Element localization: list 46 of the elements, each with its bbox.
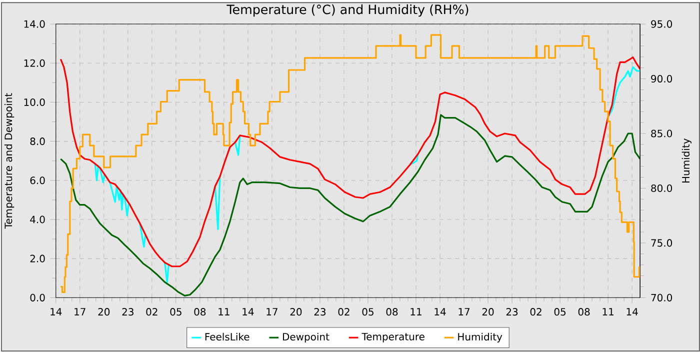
x-tick-label: 02 xyxy=(146,308,158,316)
y-axis-title: Temperature and Dewpoint xyxy=(4,93,14,230)
chart-title: Temperature (°C) and Humidity (RH%) xyxy=(226,4,468,17)
x-tick-label: 17 xyxy=(74,308,86,316)
x-tick-label: 05 xyxy=(170,308,182,316)
x-tick-label: 17 xyxy=(458,308,470,316)
x-tick-label: 23 xyxy=(122,308,134,316)
y-tick-label: 14.0 xyxy=(24,20,45,28)
x-tick-label: 23 xyxy=(314,308,326,316)
x-tick-label: 05 xyxy=(362,308,374,316)
y2-tick-label: 80.0 xyxy=(651,184,672,192)
legend-label: Dewpoint xyxy=(282,333,330,343)
y-tick-label: 12.0 xyxy=(24,60,45,68)
legend-label: Humidity xyxy=(458,333,502,343)
x-tick-label: 11 xyxy=(602,308,614,316)
x-tick-label: 14 xyxy=(50,308,62,316)
legend-label: FeelsLike xyxy=(205,333,250,341)
x-tick-label: 02 xyxy=(338,308,350,316)
x-tick-label: 20 xyxy=(482,308,494,316)
x-tick-label: 20 xyxy=(290,308,302,316)
x-tick-label: 20 xyxy=(98,308,110,316)
x-tick-label: 14 xyxy=(434,308,446,316)
y2-tick-label: 85.0 xyxy=(651,130,672,138)
x-tick-label: 23 xyxy=(506,308,518,316)
x-tick-label: 08 xyxy=(194,308,206,316)
legend-label: Temperature xyxy=(362,333,424,343)
x-tick-label: 08 xyxy=(578,308,590,316)
x-tick-label: 08 xyxy=(386,308,398,316)
x-tick-label: 05 xyxy=(554,308,566,316)
y-tick-label: 2.0 xyxy=(30,255,45,263)
y2-tick-label: 75.0 xyxy=(651,239,672,247)
x-tick-label: 02 xyxy=(530,308,542,316)
x-tick-label: 14 xyxy=(626,308,638,316)
y2-axis-title: Humidity xyxy=(682,138,692,183)
y-tick-label: 8.0 xyxy=(30,138,45,146)
y-tick-label: 10.0 xyxy=(24,98,45,106)
y-tick-label: 6.0 xyxy=(30,176,45,184)
x-tick-label: 14 xyxy=(242,308,254,316)
y2-tick-label: 90.0 xyxy=(651,75,672,83)
x-tick-label: 17 xyxy=(266,308,278,316)
x-tick-label: 11 xyxy=(410,308,422,316)
x-tick-label: 11 xyxy=(218,308,230,316)
y-tick-label: 0.0 xyxy=(30,294,45,302)
y2-tick-label: 95.0 xyxy=(651,20,672,28)
y-tick-label: 4.0 xyxy=(30,216,45,224)
y2-tick-label: 70.0 xyxy=(651,294,672,302)
